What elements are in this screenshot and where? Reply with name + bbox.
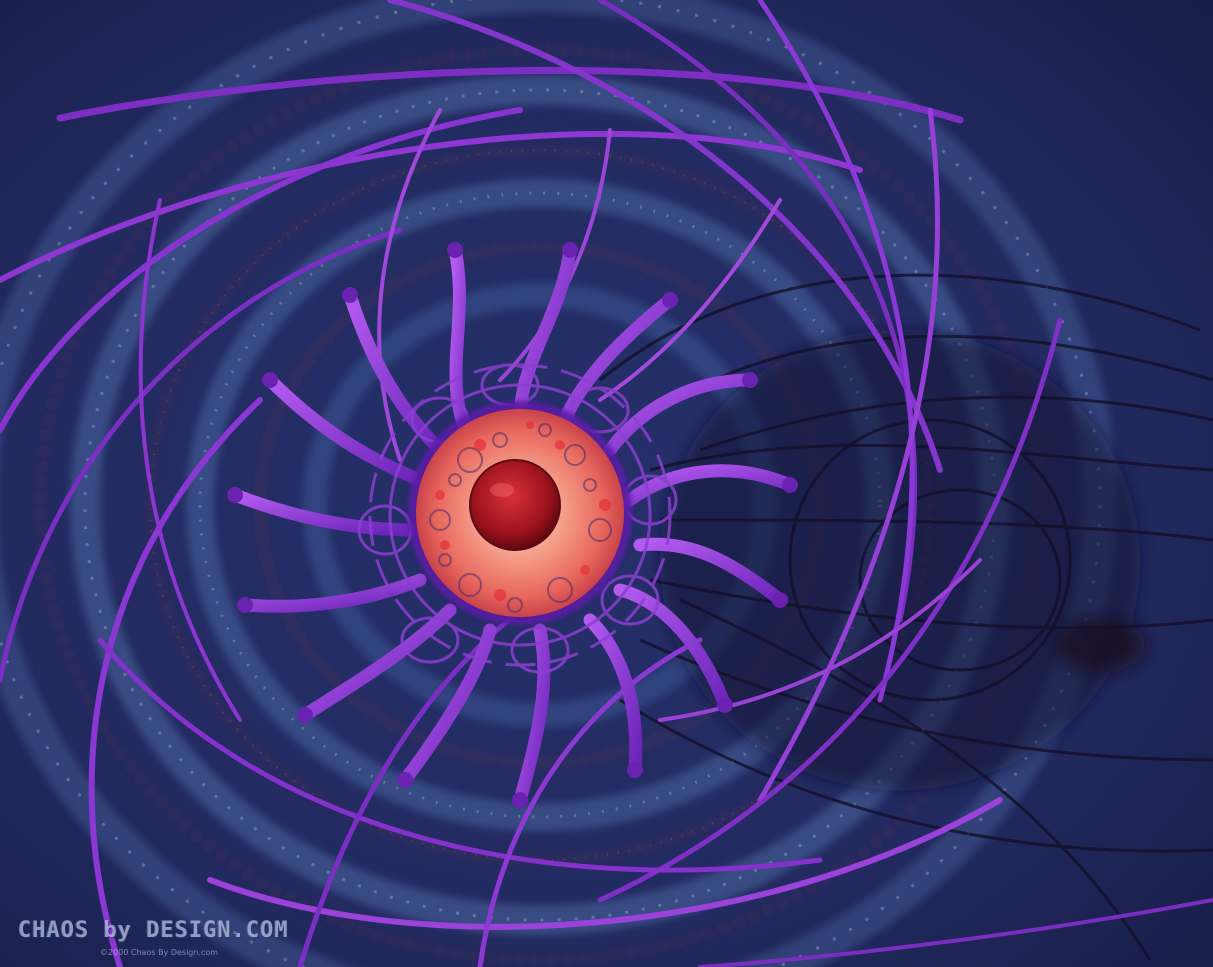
- pupil: [469, 459, 561, 551]
- watermark-logo: CHAOS by DESIGN.COM: [18, 918, 289, 943]
- iris-mottling: [429, 423, 612, 613]
- watermark-copyright: ©2000 Chaos By Design.com: [100, 948, 219, 957]
- eye: [408, 401, 632, 625]
- shadow-tendrils: [599, 273, 1213, 961]
- iris-red-spots: [435, 421, 611, 601]
- pupil-highlight: [490, 483, 514, 497]
- tentacle-tips: [227, 242, 798, 808]
